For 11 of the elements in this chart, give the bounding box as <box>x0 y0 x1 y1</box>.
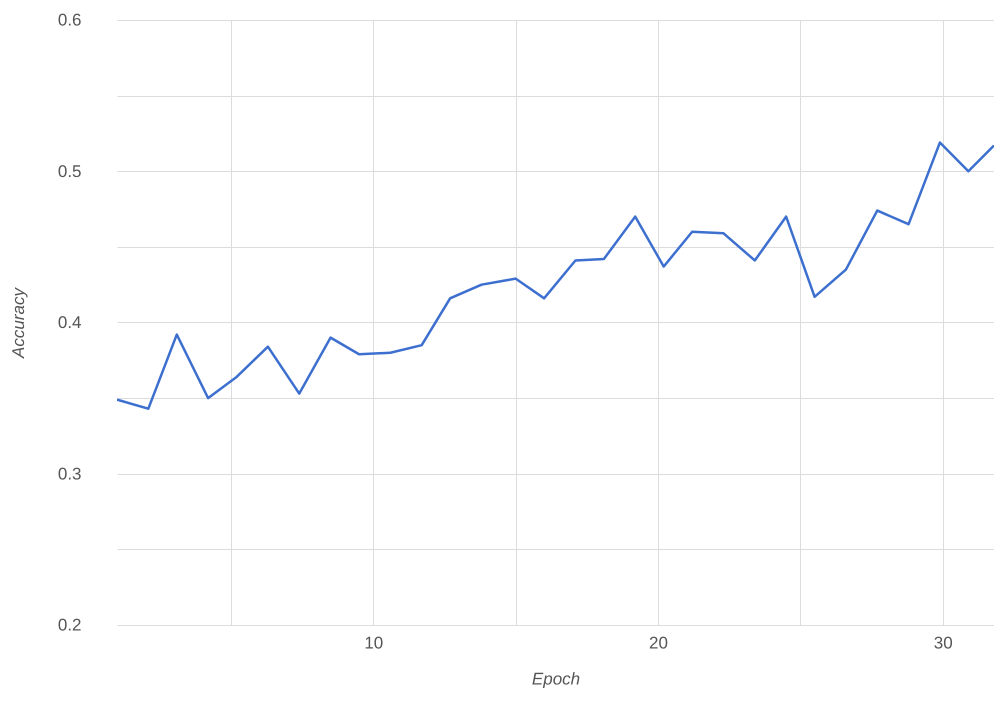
line-series <box>117 141 994 410</box>
x-axis-title: Epoch <box>532 670 580 688</box>
y-tick-label: 0.2 <box>58 616 82 634</box>
y-tick-label: 0.5 <box>58 162 82 181</box>
x-tick-label: 10 <box>364 634 384 652</box>
y-axis-title: Accuracy <box>8 286 28 359</box>
y-tick-label: 0.3 <box>58 464 82 484</box>
x-tick-label: 30 <box>934 634 953 652</box>
y-tick-label: 0.4 <box>58 313 82 332</box>
x-tick-label: 20 <box>649 634 668 652</box>
y-tick-label: 0.6 <box>58 10 82 30</box>
